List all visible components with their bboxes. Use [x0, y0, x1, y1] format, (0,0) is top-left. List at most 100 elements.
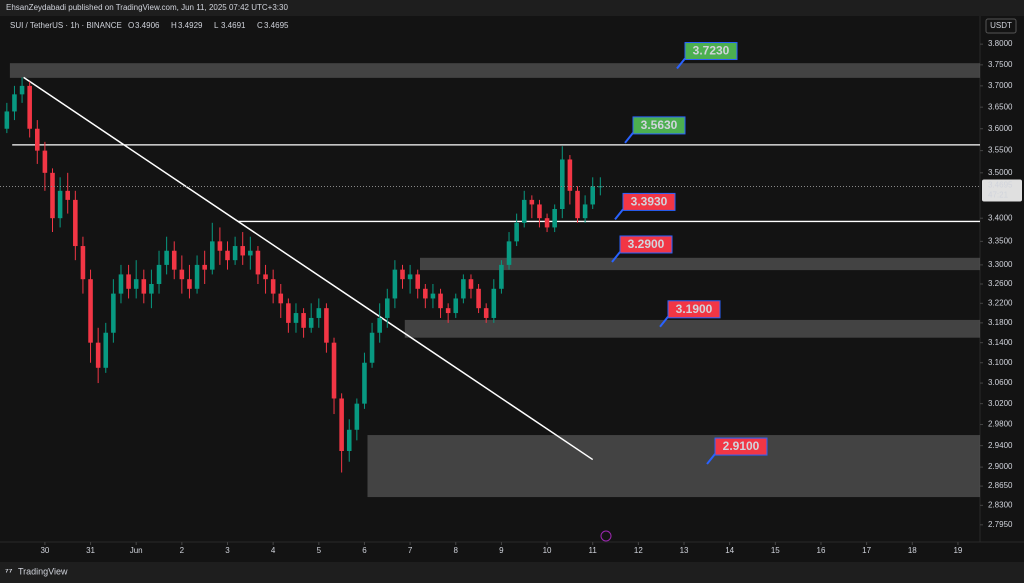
- candle-body: [392, 269, 398, 299]
- y-tick-label: 3.6000: [988, 124, 1013, 133]
- candle-body: [468, 279, 474, 289]
- candle-body: [164, 250, 169, 265]
- y-tick-label: 3.1000: [988, 358, 1013, 367]
- brand: TradingView: [18, 566, 68, 576]
- y-tick-label: 2.7950: [988, 520, 1013, 529]
- candle-body: [149, 283, 154, 294]
- ohlc-value: 3.4695: [264, 21, 289, 30]
- candle-body: [476, 288, 481, 309]
- ohlc-key: L: [214, 21, 219, 30]
- x-tick-label: 9: [499, 546, 504, 555]
- candle-body: [111, 293, 116, 333]
- candle-body: [521, 199, 527, 223]
- candle-body: [461, 279, 466, 299]
- x-tick-label: 14: [725, 546, 734, 555]
- y-tick-label: 3.1400: [988, 338, 1013, 347]
- label-pointer: [611, 251, 621, 263]
- ohlc-value: 3.4929: [178, 21, 203, 30]
- x-tick-label: 31: [86, 546, 95, 555]
- y-tick-label: 3.3500: [988, 236, 1013, 245]
- x-tick-label: 17: [862, 546, 871, 555]
- candle-body: [126, 274, 131, 289]
- candle-body: [552, 209, 557, 228]
- y-tick-label: 2.8300: [988, 500, 1013, 509]
- trendline: [23, 76, 594, 461]
- candle-body: [42, 150, 48, 173]
- candle-body: [95, 342, 101, 368]
- candle-body: [103, 332, 109, 368]
- candle-body: [415, 274, 420, 289]
- candle-body: [57, 190, 63, 219]
- y-tick-label: 3.3000: [988, 260, 1013, 269]
- candle-body: [369, 332, 375, 363]
- candle-body: [582, 204, 588, 219]
- y-tick-label: 3.2200: [988, 298, 1013, 307]
- candle-body: [286, 303, 291, 323]
- label-pointer: [659, 316, 669, 328]
- currency: USDT: [990, 21, 1012, 30]
- candle-body: [491, 288, 497, 318]
- x-tick-label: 30: [40, 546, 49, 555]
- label-box: [619, 235, 673, 254]
- candle-body: [430, 293, 436, 299]
- candle-body: [308, 317, 314, 328]
- candle-body: [73, 199, 78, 247]
- candle-body: [506, 241, 512, 265]
- candle-body: [65, 190, 70, 200]
- y-tick-label: 3.7500: [988, 60, 1013, 69]
- candle-body: [80, 246, 86, 280]
- candle-body: [362, 362, 367, 404]
- last-price-box: [982, 179, 1022, 202]
- x-tick-label: 8: [454, 546, 459, 555]
- candle-body: [19, 85, 25, 95]
- candle-body: [575, 190, 580, 219]
- y-tick-label: 3.0200: [988, 399, 1013, 408]
- candle-body: [225, 250, 230, 261]
- candle-body: [438, 293, 443, 309]
- candle-body: [27, 85, 32, 129]
- candle-body: [50, 172, 55, 219]
- label-pointer: [614, 208, 624, 221]
- label-box: [622, 192, 676, 211]
- candle-body: [194, 264, 200, 289]
- zone: [9, 63, 981, 78]
- event-icon[interactable]: [600, 530, 612, 542]
- x-tick-label: 4: [271, 546, 276, 555]
- y-tick-label: 3.4000: [988, 213, 1013, 222]
- candle-body: [499, 264, 504, 289]
- candle-body: [187, 279, 192, 289]
- x-tick-label: 15: [771, 546, 780, 555]
- countdown: 47:21: [988, 191, 1009, 200]
- candle-body: [248, 250, 253, 256]
- x-tick-label: Jun: [130, 546, 143, 555]
- zone: [420, 257, 980, 271]
- candle-body: [232, 246, 238, 261]
- x-tick-label: 11: [589, 546, 598, 555]
- candle-body: [483, 308, 489, 318]
- footer-bar: [0, 562, 1024, 583]
- x-tick-label: 12: [634, 546, 643, 555]
- last-price-label: 3.4695: [988, 181, 1013, 190]
- label-pointer: [676, 57, 686, 70]
- candle-body: [202, 264, 207, 270]
- ohlc-key: O: [128, 21, 134, 30]
- candle-body: [537, 204, 542, 219]
- y-tick-label: 3.7000: [988, 81, 1013, 90]
- candle-body: [529, 199, 535, 205]
- candle-body: [453, 298, 459, 314]
- candle-body: [156, 264, 162, 284]
- x-tick-label: 16: [817, 546, 826, 555]
- candle-body: [316, 308, 322, 318]
- candle-body: [400, 269, 405, 280]
- y-tick-label: 3.8000: [988, 39, 1013, 48]
- candle-body: [270, 279, 276, 294]
- x-tick-label: 2: [180, 546, 185, 555]
- label-box: [684, 42, 738, 61]
- label-pointer: [706, 453, 716, 465]
- candle-body: [118, 274, 124, 294]
- candle-body: [590, 186, 595, 205]
- ohlc-value: 3.4691: [221, 21, 246, 30]
- candle-body: [179, 269, 185, 280]
- candle-body: [12, 94, 17, 112]
- x-tick-label: 18: [908, 546, 917, 555]
